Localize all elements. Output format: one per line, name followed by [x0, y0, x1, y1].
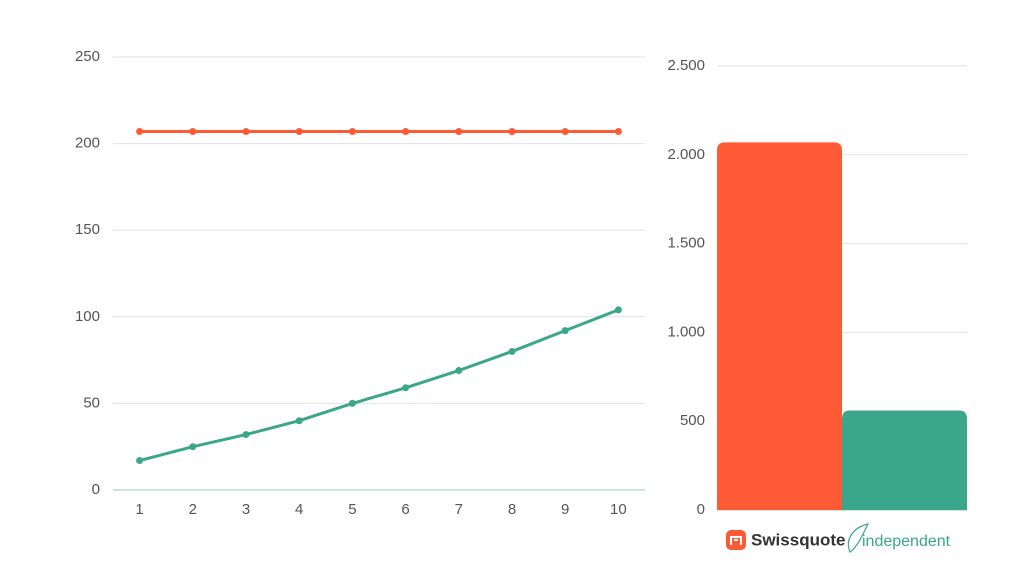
point: [402, 384, 410, 392]
bar: [717, 142, 842, 511]
point: [614, 306, 622, 314]
point: [508, 347, 516, 355]
x-tick-label: 6: [401, 501, 409, 518]
point: [189, 443, 197, 451]
series-line: [139, 308, 619, 463]
x-tick-label: 10: [610, 501, 627, 518]
x-tick-label: 9: [561, 501, 569, 518]
y-tick-label: 100: [75, 308, 100, 325]
bar: [842, 410, 967, 510]
point: [561, 327, 569, 335]
y-tick-label: 1.500: [667, 235, 705, 252]
point: [295, 417, 303, 425]
y-tick-label: 150: [75, 221, 100, 238]
x-tick-label: 3: [242, 501, 250, 518]
point: [402, 127, 410, 135]
point: [508, 127, 516, 135]
y-tick-label: 1.000: [667, 323, 705, 340]
y-tick-label: 200: [75, 135, 100, 152]
y-tick-label: 500: [680, 412, 705, 429]
point: [348, 127, 356, 135]
x-tick-label: 5: [348, 501, 356, 518]
point: [136, 457, 144, 465]
x-tick-label: 2: [189, 501, 197, 518]
y-tick-label: 2.500: [667, 57, 705, 74]
x-tick-label: 1: [135, 501, 143, 518]
independent-icon: [847, 523, 870, 553]
point: [614, 127, 622, 135]
point: [242, 127, 250, 135]
point: [348, 399, 356, 407]
x-tick-label: 8: [508, 501, 516, 518]
point: [189, 127, 197, 135]
point: [561, 127, 569, 135]
point: [242, 431, 250, 439]
y-tick-label: 50: [83, 394, 100, 411]
y-tick-label: 0: [697, 501, 705, 518]
point: [136, 127, 144, 135]
swissquote-icon-glyph: [730, 536, 742, 545]
x-tick-label: 7: [455, 501, 463, 518]
y-tick-label: 0: [92, 481, 100, 498]
y-tick-label: 250: [75, 48, 100, 65]
x-tick-label: independent: [862, 533, 951, 550]
point: [295, 127, 303, 135]
y-tick-label: 2.000: [667, 146, 705, 163]
x-tick-label: Swissquote: [751, 530, 845, 549]
point: [455, 127, 463, 135]
x-tick-label: 4: [295, 501, 303, 518]
point: [455, 366, 463, 374]
